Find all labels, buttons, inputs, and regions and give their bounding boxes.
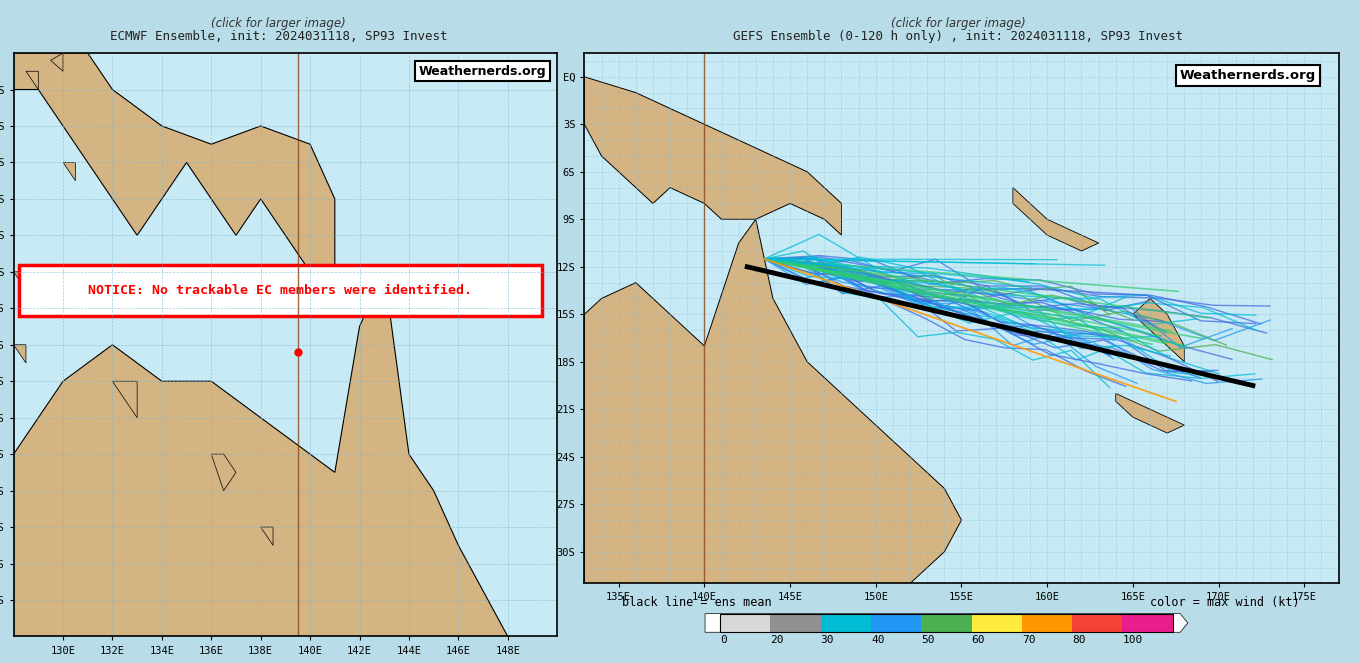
Bar [1072, 614, 1123, 633]
Polygon shape [14, 272, 26, 290]
Text: Weathernerds.org: Weathernerds.org [419, 65, 546, 78]
Bar [720, 614, 1173, 633]
Polygon shape [50, 53, 63, 72]
Polygon shape [63, 162, 75, 180]
Polygon shape [26, 72, 38, 90]
Polygon shape [14, 272, 508, 636]
Polygon shape [1133, 298, 1184, 362]
Text: (click for larger image): (click for larger image) [890, 17, 1026, 30]
Polygon shape [584, 219, 961, 583]
Polygon shape [1012, 188, 1098, 251]
Text: color = max wind (kt): color = max wind (kt) [1150, 595, 1299, 609]
Text: 30: 30 [821, 635, 834, 645]
Text: 50: 50 [921, 635, 935, 645]
Polygon shape [1116, 393, 1184, 433]
Bar [972, 614, 1022, 633]
Text: 40: 40 [871, 635, 885, 645]
Bar [921, 614, 972, 633]
Text: GEFS Ensemble (0-120 h only) , init: 2024031118, SP93 Invest: GEFS Ensemble (0-120 h only) , init: 202… [733, 30, 1184, 43]
Bar [1022, 614, 1072, 633]
Text: (click for larger image): (click for larger image) [211, 17, 347, 30]
Polygon shape [113, 381, 137, 418]
Text: ECMWF Ensemble, init: 2024031118, SP93 Invest: ECMWF Ensemble, init: 2024031118, SP93 I… [110, 30, 447, 43]
Polygon shape [261, 527, 273, 545]
Text: Weathernerds.org: Weathernerds.org [1180, 69, 1316, 82]
Text: NOTICE: No trackable EC members were identified.: NOTICE: No trackable EC members were ide… [88, 284, 473, 296]
Text: 20: 20 [771, 635, 784, 645]
Polygon shape [14, 345, 26, 363]
Text: 80: 80 [1072, 635, 1086, 645]
Bar [871, 614, 921, 633]
Bar [821, 614, 871, 633]
Polygon shape [1339, 346, 1356, 362]
Text: 60: 60 [972, 635, 985, 645]
FancyArrow shape [705, 614, 1188, 633]
Text: 70: 70 [1022, 635, 1036, 645]
Text: 100: 100 [1123, 635, 1143, 645]
Polygon shape [14, 53, 334, 290]
Polygon shape [211, 454, 236, 491]
Text: black line = ens mean: black line = ens mean [622, 595, 772, 609]
Polygon shape [584, 77, 841, 235]
Bar [720, 614, 771, 633]
Text: 0: 0 [720, 635, 727, 645]
FancyBboxPatch shape [19, 265, 542, 316]
Bar [771, 614, 821, 633]
Bar [1123, 614, 1173, 633]
